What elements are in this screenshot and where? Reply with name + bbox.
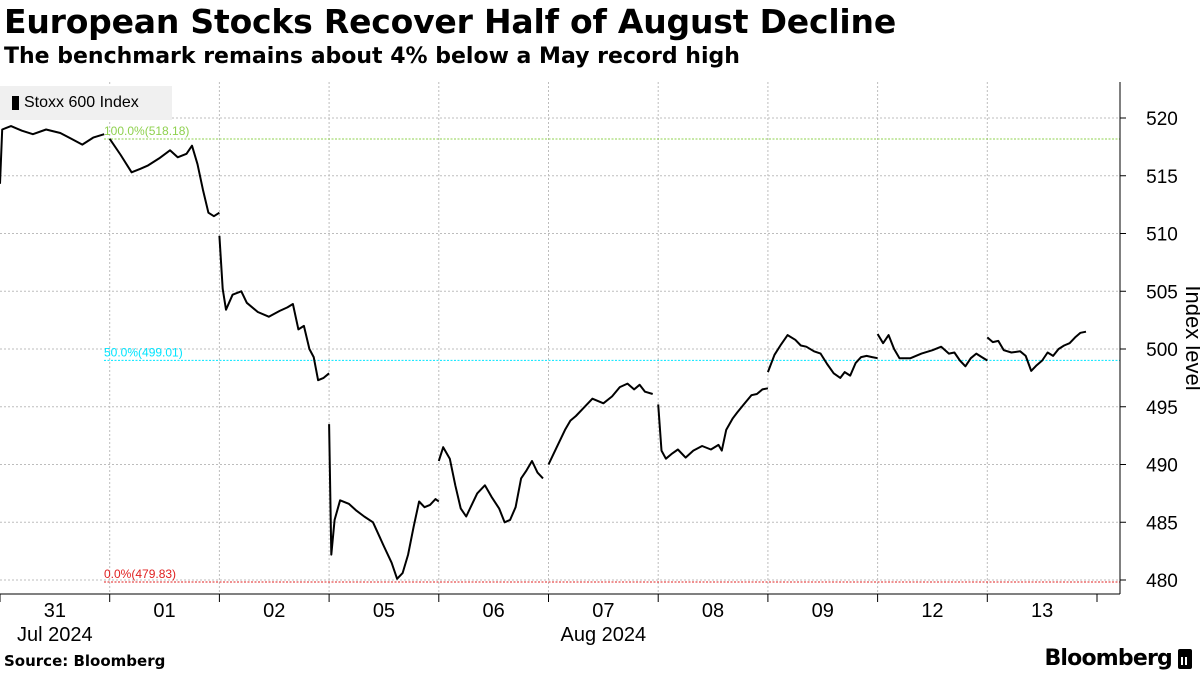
series-line-segment xyxy=(0,125,105,184)
terminal-icon xyxy=(1178,648,1192,669)
x-tick-label: 01 xyxy=(153,600,175,622)
x-tick-sublabel: Jul 2024 xyxy=(17,624,93,646)
series-layer xyxy=(0,125,1087,580)
y-axis-title: Index level xyxy=(1181,285,1200,390)
series-line-segment xyxy=(328,424,440,580)
reference-line-label: 50.0%(499.01) xyxy=(104,345,183,359)
x-tick-label: 02 xyxy=(263,600,285,622)
legend: Stoxx 600 Index xyxy=(0,86,172,120)
x-tick-label: 08 xyxy=(702,600,724,622)
legend-swatch xyxy=(12,96,19,110)
series-line-segment xyxy=(108,138,220,218)
y-tick-label: 510 xyxy=(1146,225,1178,246)
series-line-segment xyxy=(547,382,653,465)
y-tick-label: 515 xyxy=(1146,167,1178,188)
series-line-segment xyxy=(657,387,769,460)
x-tick-sublabel: Aug 2024 xyxy=(561,624,647,646)
y-tick-label: 500 xyxy=(1146,340,1178,361)
series-line-segment xyxy=(437,446,544,524)
x-tick-label: 09 xyxy=(812,600,834,622)
x-tick-label: 06 xyxy=(483,600,505,622)
x-tick-label: 07 xyxy=(592,600,614,622)
brand-name: Bloomberg xyxy=(1044,646,1172,671)
brand-logo: Bloomberg xyxy=(1044,646,1192,671)
grid xyxy=(0,82,1120,594)
series-line-segment xyxy=(986,330,1087,372)
chart-title: European Stocks Recover Half of August D… xyxy=(4,2,897,41)
chart-subtitle: The benchmark remains about 4% below a M… xyxy=(4,44,740,69)
legend-label: Stoxx 600 Index xyxy=(24,94,139,111)
series-line-segment xyxy=(766,334,878,379)
reference-lines: 100.0%(518.18) 50.0%(499.01) 0.0%(479.83) xyxy=(104,124,1120,583)
y-tick-label: 490 xyxy=(1146,456,1178,477)
x-tick-label: 31 xyxy=(44,600,66,622)
y-tick-label: 520 xyxy=(1146,109,1178,130)
series-line-segment xyxy=(218,235,330,382)
x-tick-label: 05 xyxy=(373,600,395,622)
x-tick-label: 12 xyxy=(921,600,943,622)
y-tick-label: 485 xyxy=(1146,513,1178,534)
y-tick-label: 480 xyxy=(1146,571,1178,592)
y-tick-label: 495 xyxy=(1146,398,1178,419)
x-tick-label: 13 xyxy=(1031,600,1053,622)
reference-line-label: 0.0%(479.83) xyxy=(104,567,176,581)
reference-line-label: 100.0%(518.18) xyxy=(104,124,189,138)
source-note: Source: Bloomberg xyxy=(4,652,166,670)
series-line-segment xyxy=(876,333,988,368)
y-tick-label: 505 xyxy=(1146,282,1178,303)
